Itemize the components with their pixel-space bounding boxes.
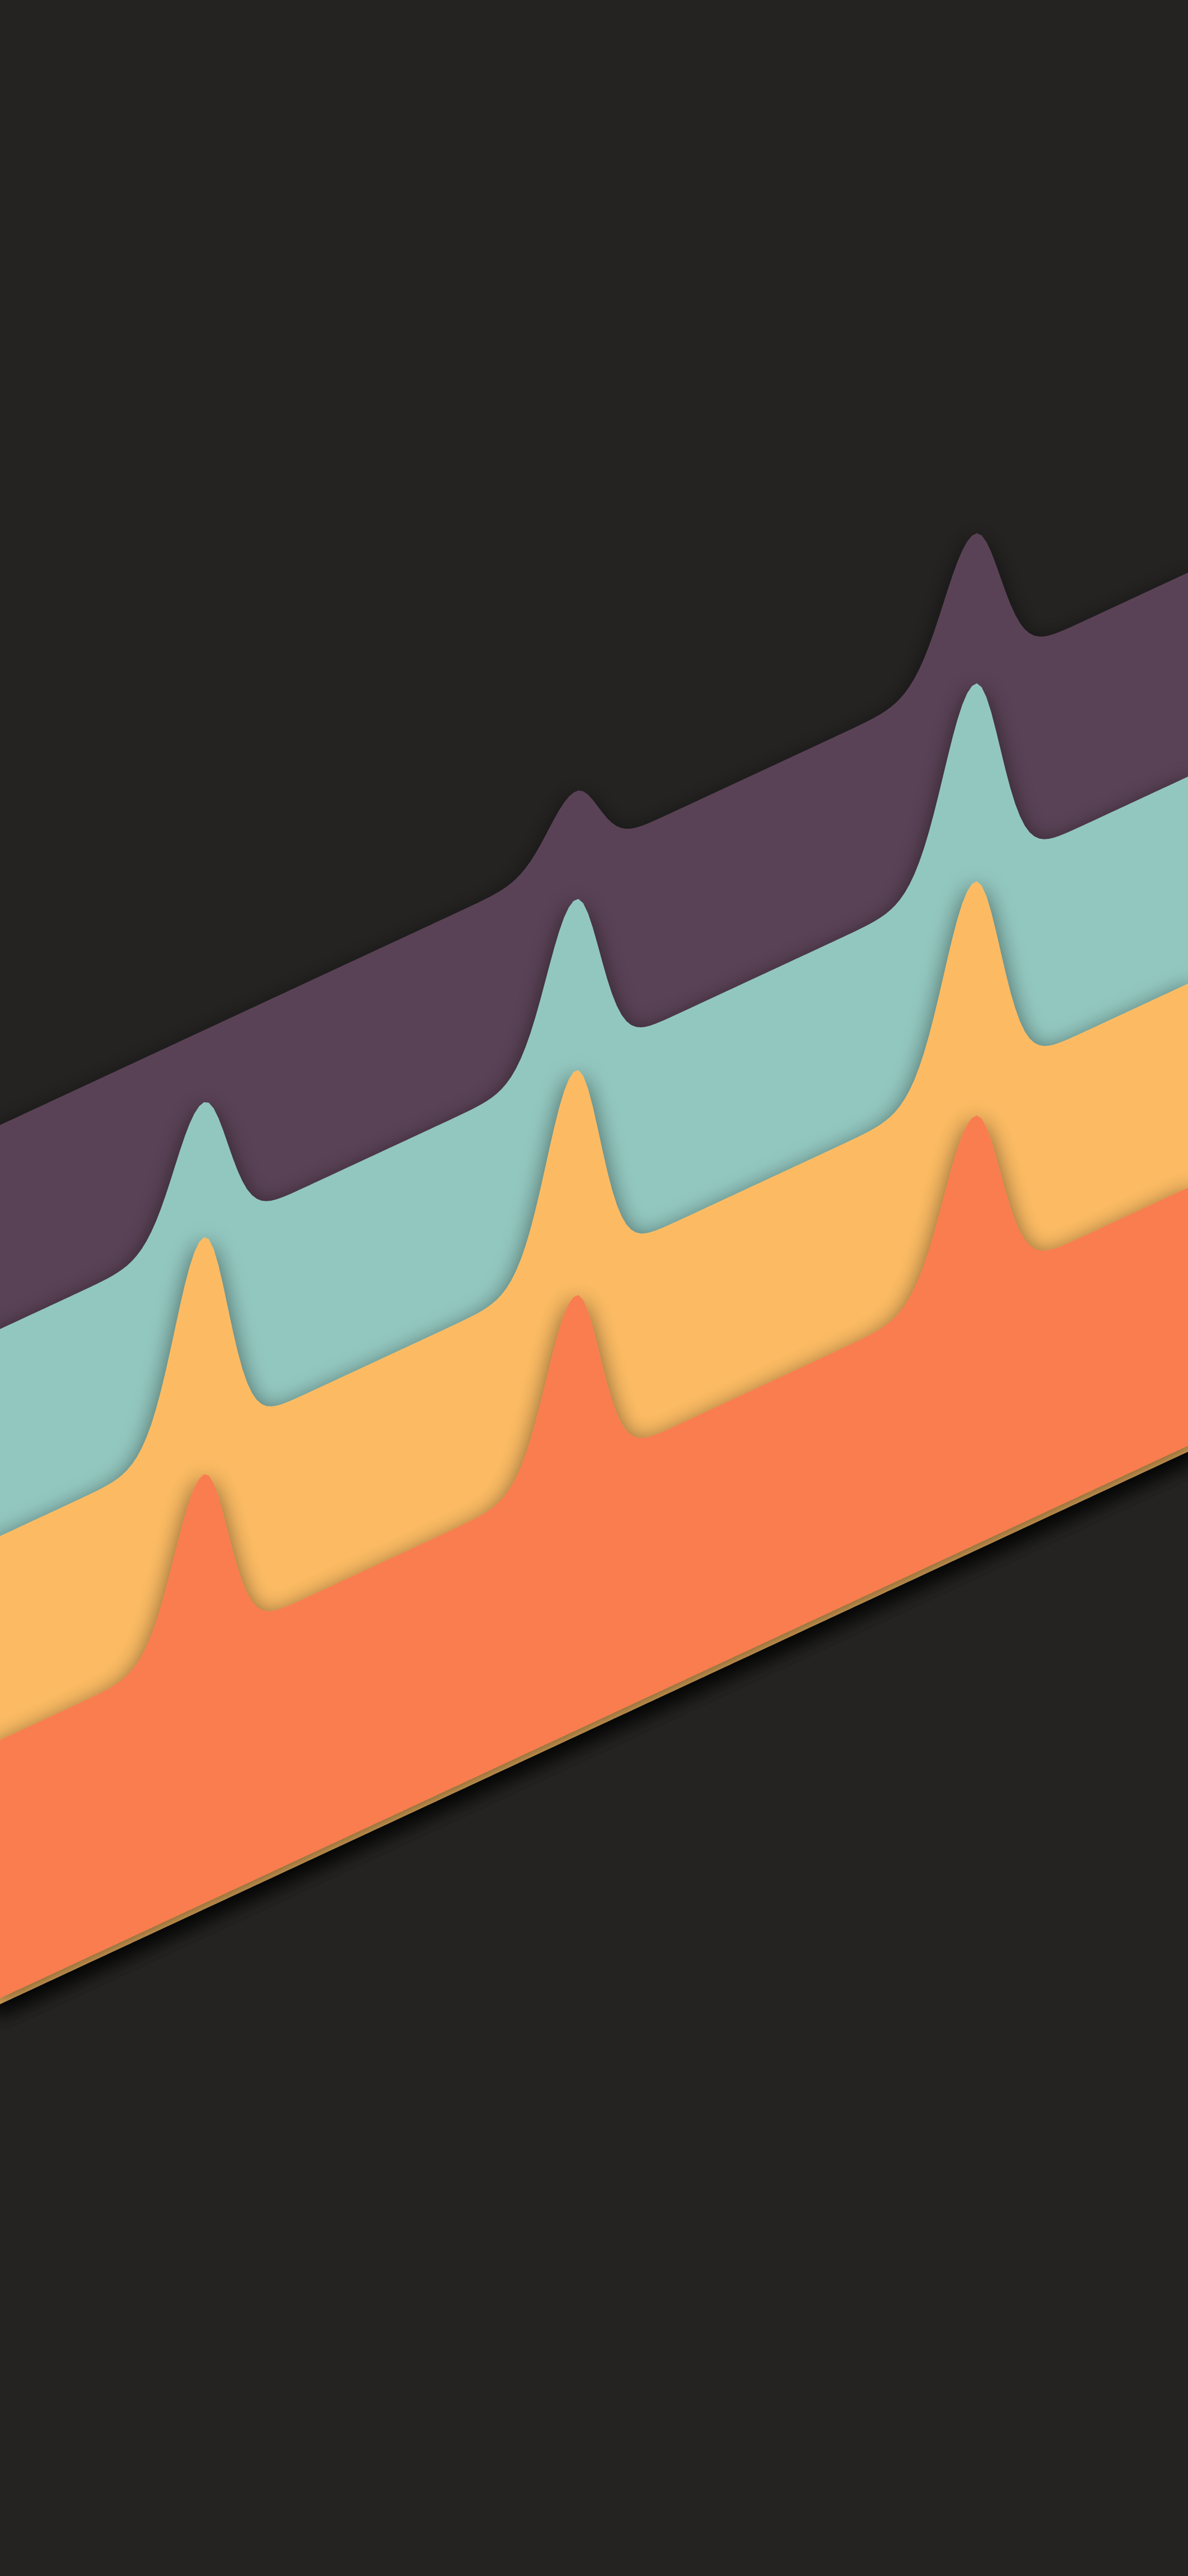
stripe-orange (0, 1115, 1188, 1998)
stripes-group (0, 533, 1188, 2004)
